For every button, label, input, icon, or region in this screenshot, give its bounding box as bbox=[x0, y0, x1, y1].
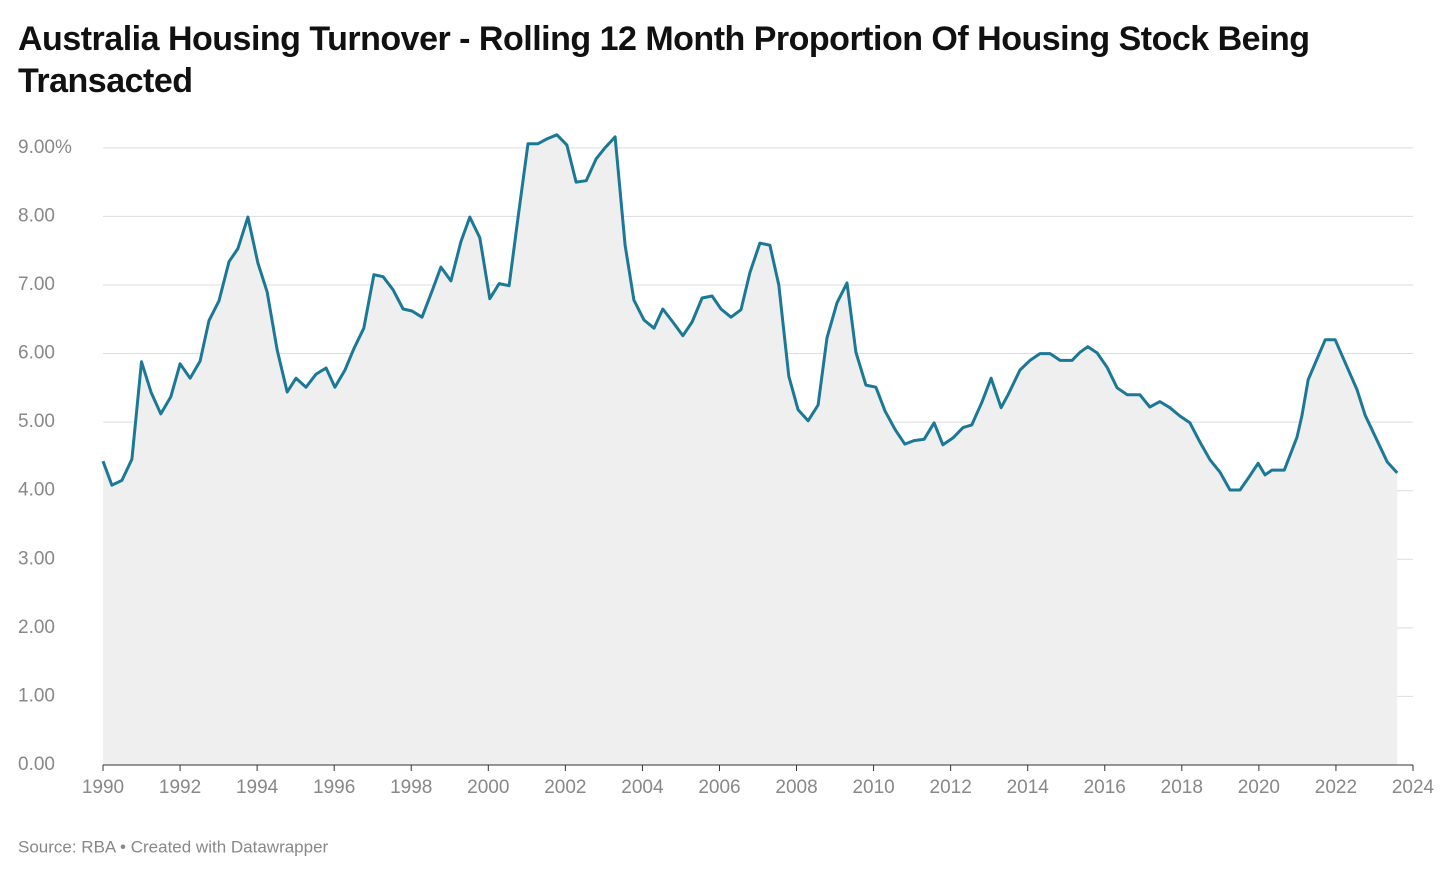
y-tick-label: 9.00% bbox=[18, 137, 72, 158]
line bbox=[101, 133, 1399, 492]
x-tick-label: 2018 bbox=[1161, 777, 1203, 798]
x-tick-label: 2020 bbox=[1238, 777, 1280, 798]
x-tick-label: 2004 bbox=[621, 777, 664, 798]
x-tick-label: 1996 bbox=[313, 777, 355, 798]
y-tick-label: 7.00 bbox=[18, 274, 55, 295]
x-tick-label: 2006 bbox=[698, 777, 740, 798]
area bbox=[103, 134, 1398, 766]
x-tick-label: 2012 bbox=[930, 777, 972, 798]
x-tick-label: 2010 bbox=[852, 777, 894, 798]
x-tick-label: 2002 bbox=[544, 777, 586, 798]
x-tick-label: 2024 bbox=[1392, 777, 1435, 798]
x-tick-label: 2008 bbox=[775, 777, 817, 798]
y-tick-label: 5.00 bbox=[18, 411, 55, 432]
x-tick-label: 2016 bbox=[1084, 777, 1126, 798]
x-tick-label: 1994 bbox=[236, 777, 279, 798]
x-tick-label: 2000 bbox=[467, 777, 509, 798]
x-tick-label: 1992 bbox=[159, 777, 201, 798]
y-tick-label: 3.00 bbox=[18, 548, 55, 569]
x-tick-label: 2014 bbox=[1007, 777, 1050, 798]
x-tick-label: 1990 bbox=[82, 777, 124, 798]
x-tick-label: 1998 bbox=[390, 777, 432, 798]
chart-title: Australia Housing Turnover - Rolling 12 … bbox=[18, 20, 1310, 100]
x-tick-label: 2022 bbox=[1315, 777, 1357, 798]
y-tick-label: 2.00 bbox=[18, 617, 55, 638]
y-tick-label: 0.00 bbox=[18, 754, 55, 775]
y-tick-label: 1.00 bbox=[18, 685, 55, 706]
y-tick-label: 6.00 bbox=[18, 343, 55, 364]
y-tick-label: 8.00 bbox=[18, 205, 55, 226]
y-tick-label: 4.00 bbox=[18, 480, 55, 501]
source: Source: RBA • Created with Datawrapper bbox=[18, 837, 329, 856]
